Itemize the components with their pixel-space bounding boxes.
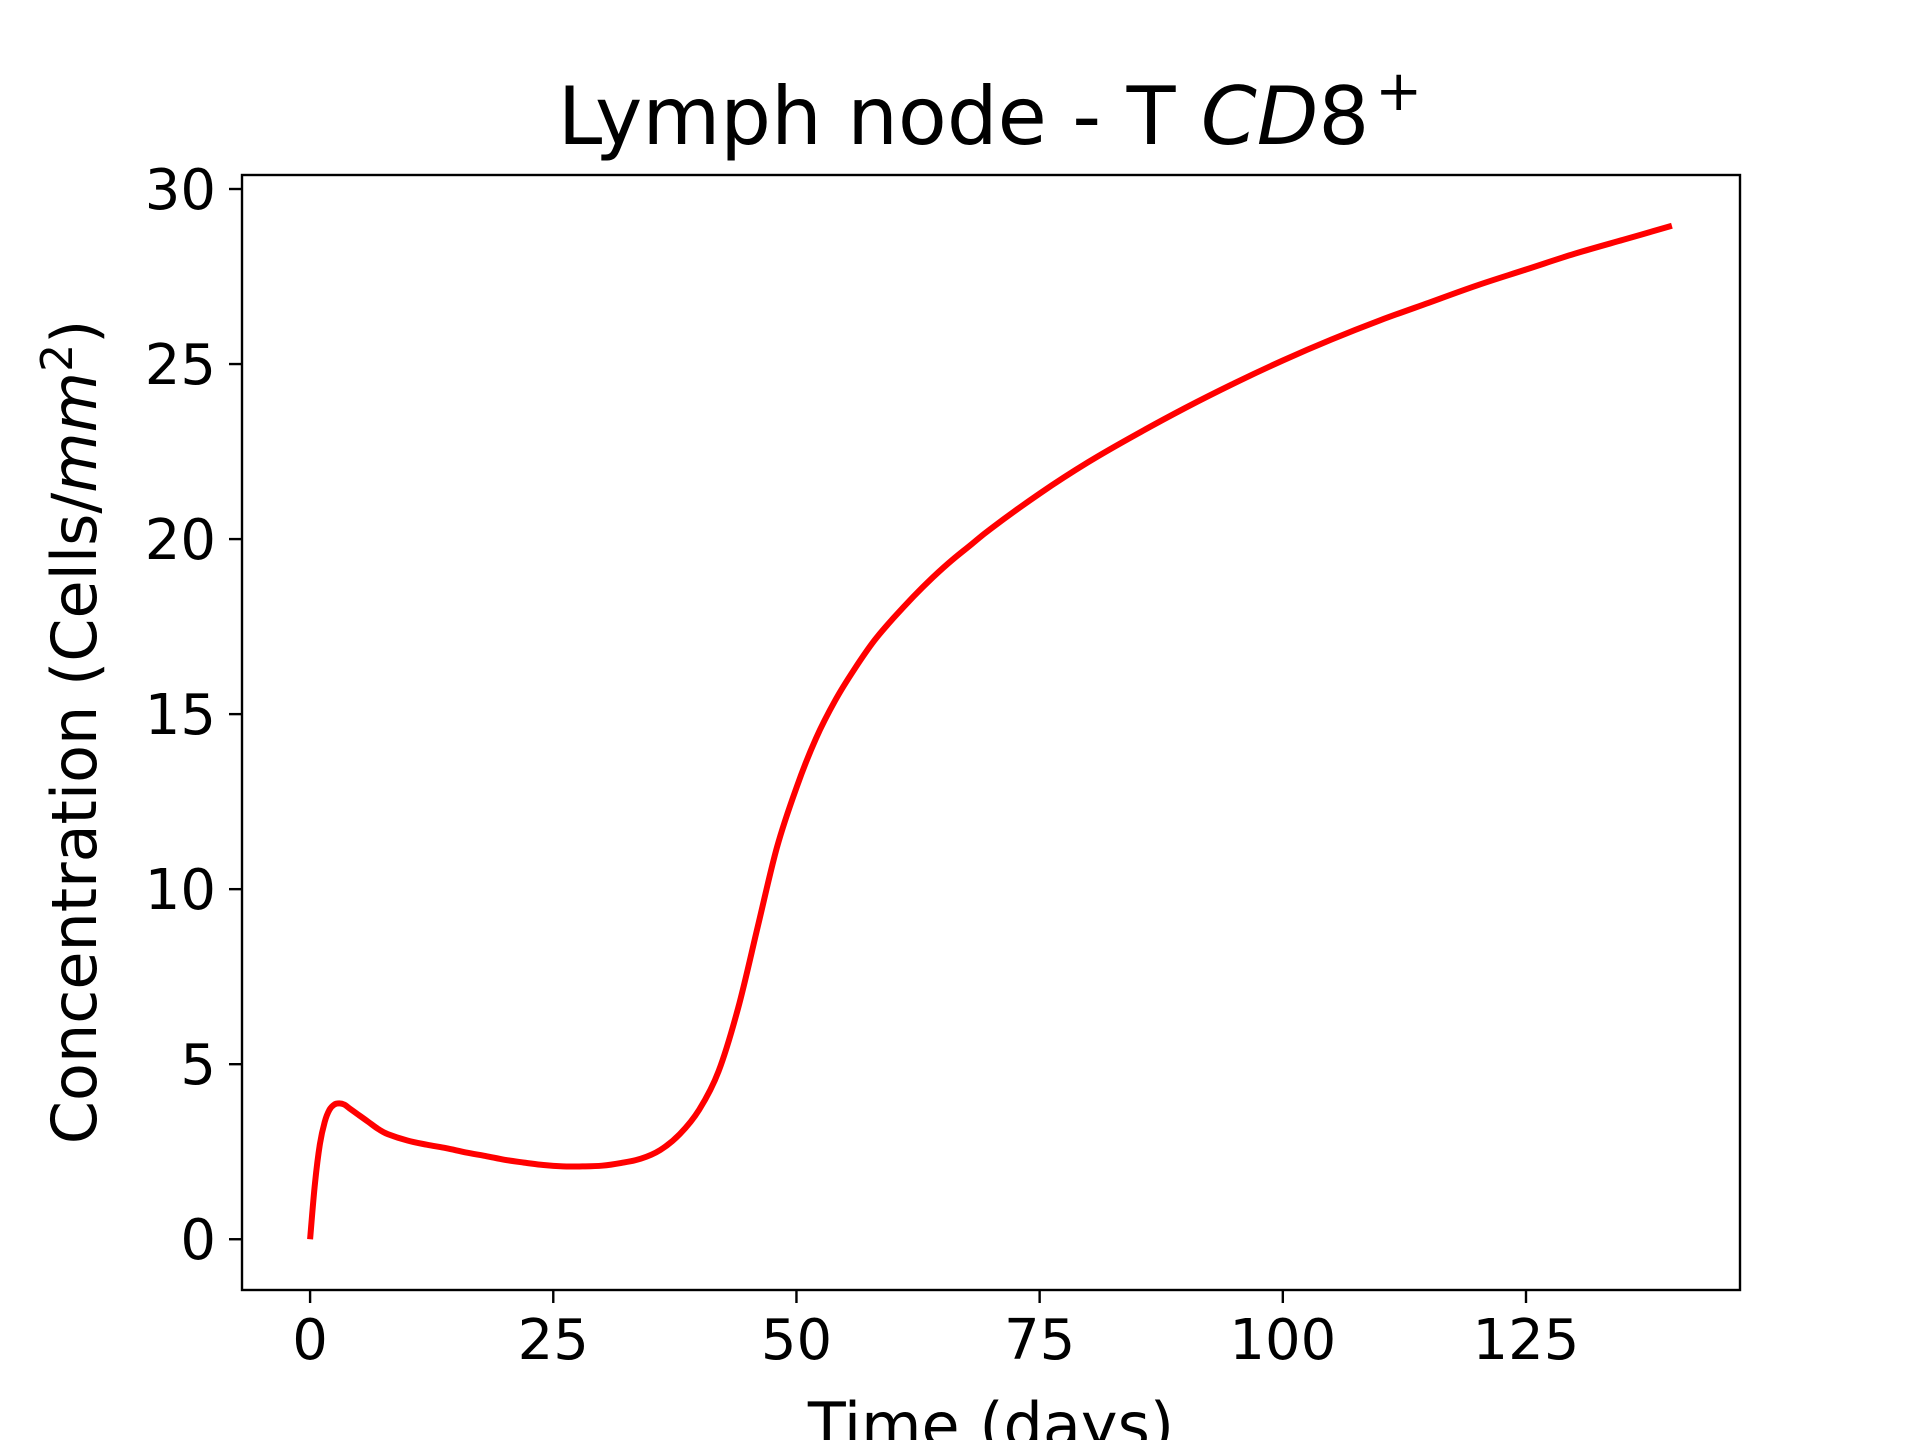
plot-area	[240, 173, 1742, 1292]
x-axis-label: Time (days)	[807, 1389, 1174, 1440]
chart-title-math-italic: CD	[1201, 70, 1318, 163]
y-tick-label: 10	[145, 858, 216, 923]
y-axis-label-math-italic: mm	[38, 372, 111, 493]
y-axis-label-suffix: )	[38, 320, 111, 344]
y-tick-label: 30	[145, 158, 216, 223]
chart-title: Lymph node - T CD8 +	[558, 59, 1422, 163]
chart-title-math-digit: 8	[1318, 70, 1369, 163]
x-tick-label: 25	[518, 1308, 589, 1373]
y-axis-label-superscript: 2	[32, 344, 83, 372]
y-tick-label: 20	[145, 508, 216, 573]
y-tick-label: 15	[145, 683, 216, 748]
y-tick-label: 5	[180, 1033, 216, 1098]
curve-layer	[307, 222, 1673, 1240]
chart-title-prefix: Lymph node - T	[558, 70, 1201, 163]
x-tick-label: 0	[292, 1308, 328, 1373]
x-tick-label: 75	[1004, 1308, 1075, 1373]
chart-title-superscript: +	[1375, 59, 1422, 124]
x-tick-label: 100	[1229, 1308, 1336, 1373]
y-tick-label: 0	[180, 1208, 216, 1273]
x-tick-label: 50	[761, 1308, 832, 1373]
y-axis-label-prefix: Concentration (Cells/	[38, 493, 111, 1145]
y-axis-label: Concentration (Cells/mm2)	[32, 320, 111, 1145]
series-line	[307, 222, 1673, 1240]
axes-frame	[240, 173, 1742, 1292]
x-tick-label: 125	[1473, 1308, 1580, 1373]
y-axis: 0 5 10 15 20 25 30	[145, 158, 242, 1273]
x-axis: 0 25 50 75 100 125	[292, 1290, 1579, 1373]
y-tick-label: 25	[145, 333, 216, 398]
